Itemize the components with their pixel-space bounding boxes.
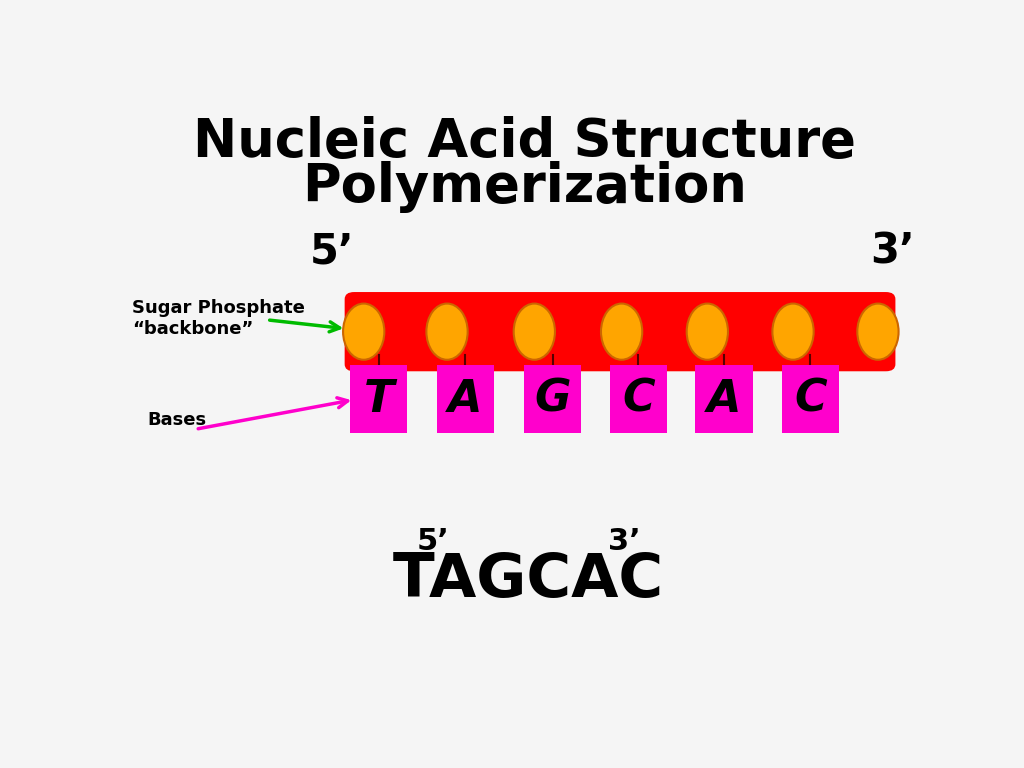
Bar: [695, 366, 753, 433]
Text: Sugar Phosphate: Sugar Phosphate: [132, 299, 305, 317]
Text: A: A: [449, 378, 482, 421]
Text: 3’: 3’: [607, 527, 640, 556]
Text: 3’: 3’: [869, 230, 914, 273]
Text: “backbone”: “backbone”: [132, 319, 253, 338]
Text: Nucleic Acid Structure: Nucleic Acid Structure: [194, 117, 856, 168]
Text: TAGCAC: TAGCAC: [393, 551, 665, 610]
Ellipse shape: [857, 303, 899, 359]
Bar: [350, 366, 408, 433]
Text: C: C: [622, 378, 654, 421]
Bar: [609, 366, 667, 433]
Bar: [436, 366, 494, 433]
Text: 5’: 5’: [309, 230, 354, 273]
Text: G: G: [535, 378, 570, 421]
Text: T: T: [364, 378, 394, 421]
Bar: [524, 366, 582, 433]
Ellipse shape: [426, 303, 468, 359]
Text: A: A: [707, 378, 741, 421]
Ellipse shape: [514, 303, 555, 359]
Text: C: C: [795, 378, 826, 421]
Text: Polymerization: Polymerization: [302, 161, 748, 213]
Ellipse shape: [601, 303, 642, 359]
FancyBboxPatch shape: [345, 292, 895, 371]
Text: Bases: Bases: [147, 412, 207, 429]
Ellipse shape: [343, 303, 384, 359]
Ellipse shape: [772, 303, 814, 359]
Ellipse shape: [687, 303, 728, 359]
Text: 5’: 5’: [417, 527, 450, 556]
Bar: [782, 366, 839, 433]
